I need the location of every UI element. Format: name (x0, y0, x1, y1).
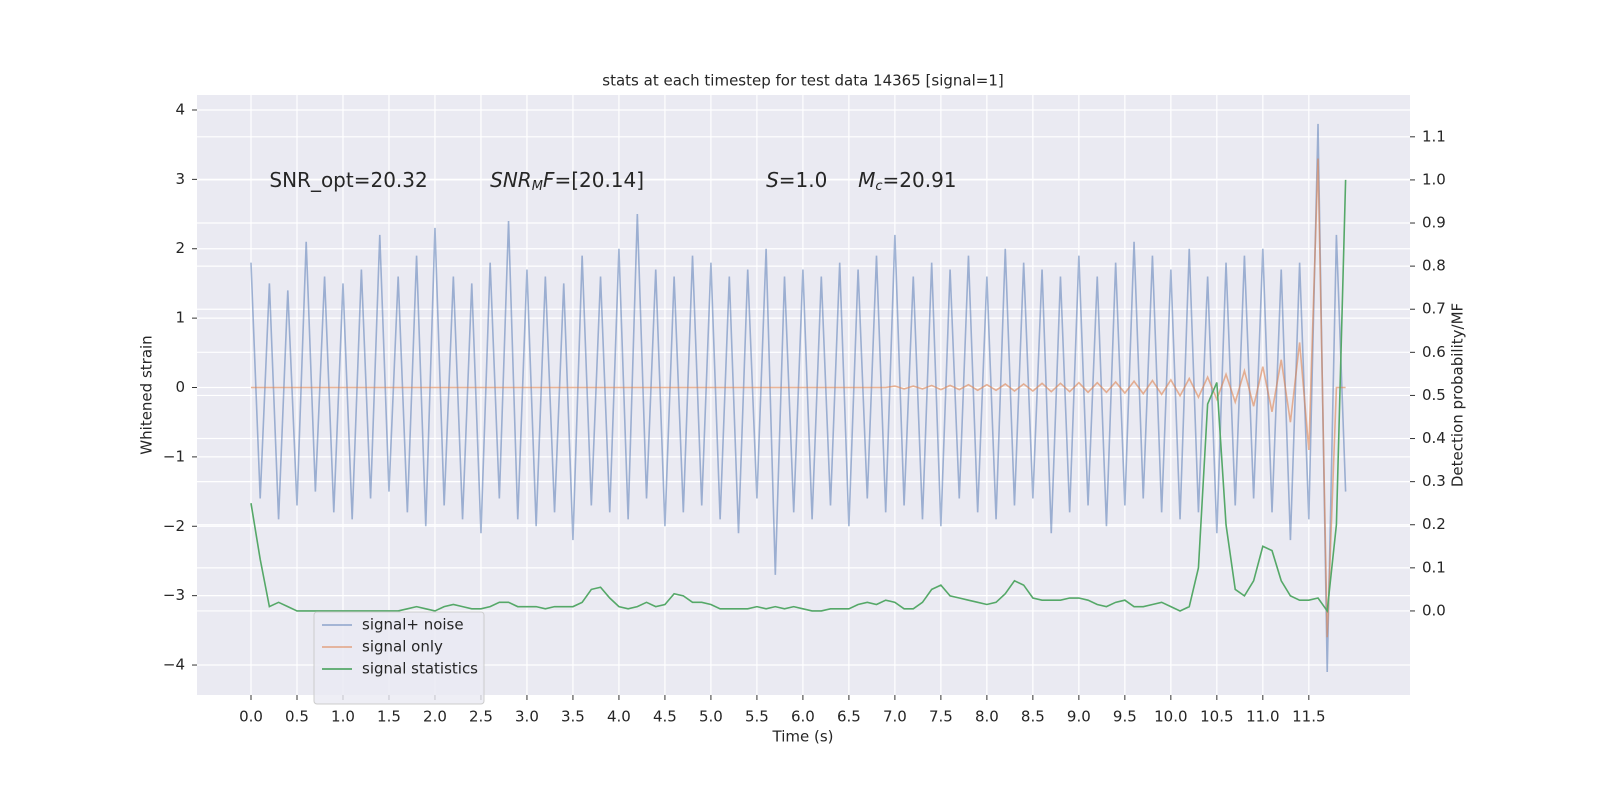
x-tick-label: 8.0 (975, 708, 999, 726)
x-tick-label: 10.0 (1154, 708, 1187, 726)
x-tick-label: 1.5 (377, 708, 401, 726)
x-tick-label: 6.0 (791, 708, 815, 726)
y2-tick-label: 0.1 (1422, 558, 1446, 576)
annotation-part: SNR (490, 167, 532, 191)
annotation-part: =20.91 (883, 167, 957, 191)
y-tick-label: 3 (175, 170, 185, 188)
y2-tick-label: 1.1 (1422, 127, 1446, 145)
y-tick-label: 4 (175, 100, 185, 118)
annotation-part: c (875, 178, 882, 193)
y-tick-label: −3 (163, 586, 185, 604)
legend-label: signal only (362, 638, 443, 656)
y2-tick-label: 1.0 (1422, 170, 1446, 188)
series-line (250, 179, 1347, 614)
x-tick-label: 5.0 (699, 708, 723, 726)
y-tick-label: −1 (163, 447, 185, 465)
x-tick-label: 0.5 (285, 708, 309, 726)
annotation-part: F (543, 167, 555, 191)
annotation-part: S (766, 167, 779, 191)
legend-label: signal+ noise (362, 616, 464, 634)
annotation-part: M (858, 167, 875, 191)
annotation: S=1.0 (766, 167, 827, 191)
x-tick-label: 6.5 (837, 708, 861, 726)
legend-label: signal statistics (362, 660, 478, 678)
x-tick-label: 0.0 (239, 708, 263, 726)
chart-title: stats at each timestep for test data 143… (602, 72, 1003, 90)
legend-box (313, 611, 485, 705)
x-tick-label: 10.5 (1200, 708, 1233, 726)
x-tick-label: 3.5 (561, 708, 585, 726)
x-tick-label: 3.0 (515, 708, 539, 726)
y-tick-label: −2 (163, 517, 185, 535)
series-line (250, 158, 1346, 638)
y2-tick-label: 0.8 (1422, 257, 1446, 275)
x-tick-label: 11.0 (1246, 708, 1279, 726)
legend: signal+ noise signal only signal statistic… (313, 611, 485, 705)
annotation: Mc=20.91 (858, 167, 956, 193)
x-tick-label: 8.5 (1021, 708, 1045, 726)
y2-tick-label: 0.6 (1422, 343, 1446, 361)
y2-tick-label: 0.0 (1422, 601, 1446, 619)
annotation-part: =1.0 (779, 167, 828, 191)
x-tick-label: 4.5 (653, 708, 677, 726)
y2-tick-label: 0.3 (1422, 472, 1446, 490)
x-tick-label: 11.5 (1292, 708, 1325, 726)
y-tick-label: 2 (175, 239, 185, 257)
y-axis-label: Whitened strain (138, 335, 156, 454)
annotation: SNR_opt=20.32 (269, 167, 427, 191)
y2-tick-label: 0.5 (1422, 386, 1446, 404)
y2-tick-label: 0.9 (1422, 214, 1446, 232)
annotation-part: M (532, 178, 543, 193)
x-axis-label: Time (s) (772, 728, 834, 746)
x-tick-label: 9.0 (1067, 708, 1091, 726)
annotation-part: =[20.14] (554, 167, 644, 191)
annotation-part: SNR_opt=20.32 (269, 167, 427, 191)
x-tick-label: 2.0 (423, 708, 447, 726)
y2-axis-label: Detection probability/MF (1449, 303, 1467, 487)
x-tick-label: 5.5 (745, 708, 769, 726)
series-line (250, 123, 1347, 672)
x-tick-label: 1.0 (331, 708, 355, 726)
x-tick-label: 2.5 (469, 708, 493, 726)
x-tick-label: 4.0 (607, 708, 631, 726)
y-tick-label: −4 (163, 656, 185, 674)
x-tick-label: 7.5 (929, 708, 953, 726)
y2-tick-label: 0.7 (1422, 300, 1446, 318)
y2-tick-label: 0.4 (1422, 429, 1446, 447)
x-tick-label: 9.5 (1113, 708, 1137, 726)
x-tick-label: 7.0 (883, 708, 907, 726)
y-tick-label: 0 (175, 378, 185, 396)
y2-tick-label: 0.2 (1422, 515, 1446, 533)
annotation: SNRMF=[20.14] (490, 167, 644, 193)
y-tick-label: 1 (175, 309, 185, 327)
